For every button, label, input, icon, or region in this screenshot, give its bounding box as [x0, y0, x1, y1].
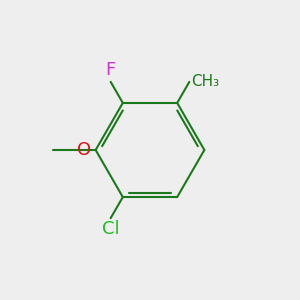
Text: F: F: [106, 61, 116, 79]
Text: Cl: Cl: [102, 220, 119, 238]
Text: O: O: [77, 141, 91, 159]
Text: CH₃: CH₃: [191, 74, 219, 89]
